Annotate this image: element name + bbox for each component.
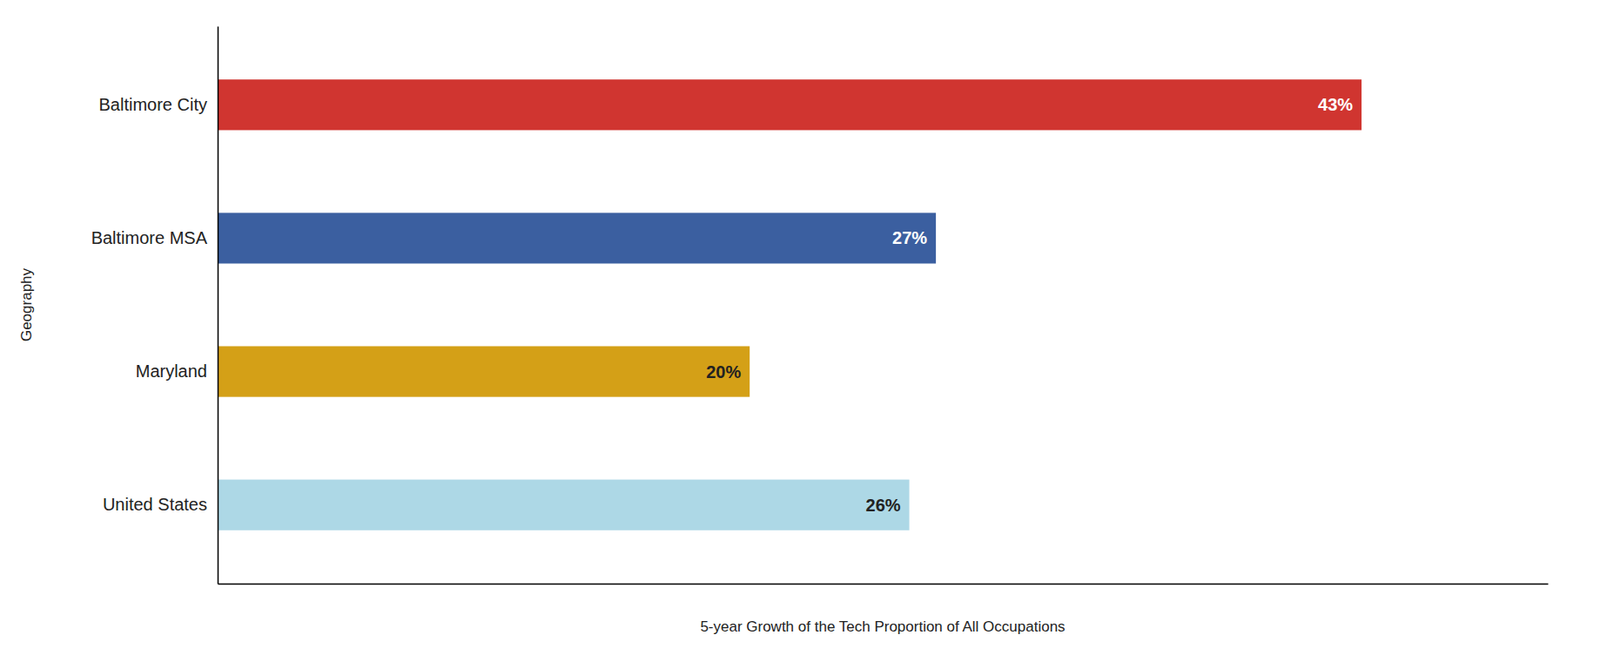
- y-tick-label: Maryland: [135, 361, 208, 381]
- y-tick-label: Baltimore City: [99, 94, 208, 115]
- bar: [217, 345, 750, 397]
- bar: [217, 479, 910, 531]
- bar: [217, 79, 1362, 130]
- bar: [217, 212, 936, 263]
- data-label: 43%: [1317, 94, 1353, 115]
- y-axis: Baltimore City Baltimore MSA Maryland Unite…: [91, 26, 219, 585]
- y-tick-label: Baltimore MSA: [91, 228, 209, 248]
- x-axis-title: 5-year Growth of the Tech Proportion of …: [699, 618, 1065, 635]
- bars: [217, 79, 1362, 531]
- y-tick: Maryland: [135, 361, 218, 381]
- y-tick: United States: [102, 494, 218, 514]
- data-label: 27%: [892, 228, 928, 248]
- chart-container: Baltimore City Baltimore MSA Maryland Unite…: [0, 0, 1600, 662]
- data-label: 20%: [705, 362, 741, 382]
- x-axis: [218, 583, 1549, 585]
- y-axis-line: [217, 26, 220, 585]
- x-axis-line: [218, 583, 1549, 585]
- chart-svg: Baltimore City Baltimore MSA Maryland Unite…: [0, 0, 1600, 662]
- data-labels: 26% 20% 27% 43%: [705, 94, 1353, 514]
- y-tick: Baltimore City: [99, 94, 218, 115]
- data-label: 26%: [866, 495, 901, 515]
- y-tick: Baltimore MSA: [91, 228, 218, 248]
- plot-area: Baltimore City Baltimore MSA Maryland Unite…: [91, 26, 1549, 585]
- y-axis-title: Geography: [18, 267, 35, 342]
- y-tick-label: United States: [102, 494, 208, 514]
